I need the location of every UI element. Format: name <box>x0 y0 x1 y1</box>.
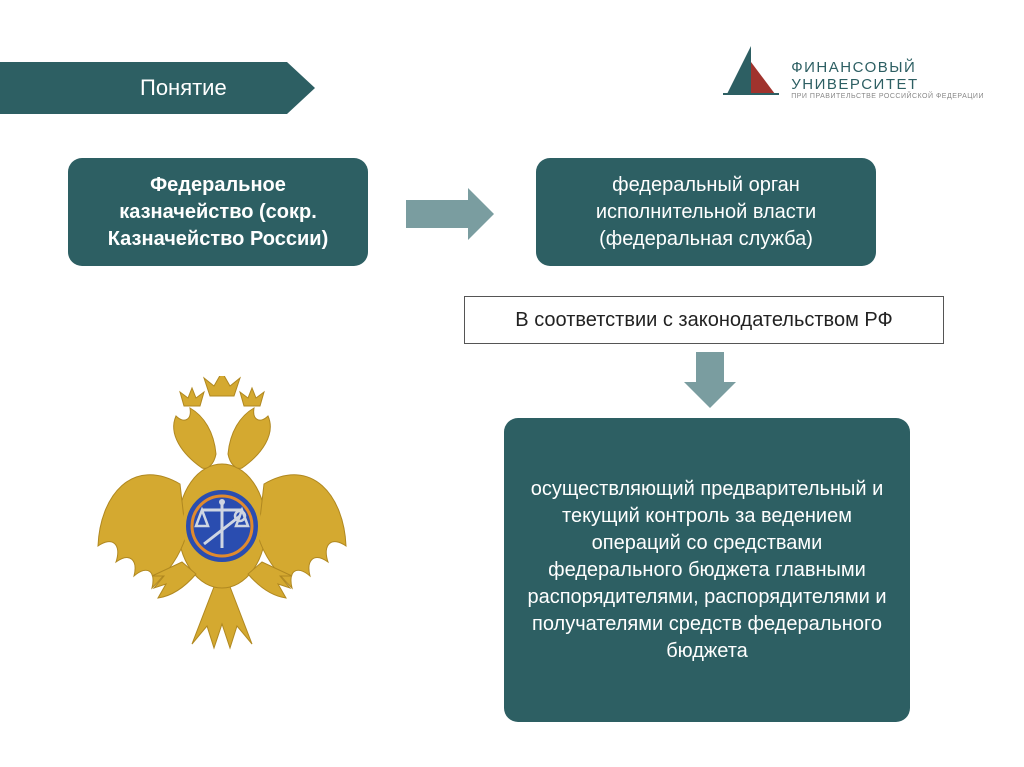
logo-text: ФИНАНСОВЫЙ УНИВЕРСИТЕТ ПРИ ПРАВИТЕЛЬСТВЕ… <box>791 59 984 100</box>
logo-subtitle: ПРИ ПРАВИТЕЛЬСТВЕ РОССИЙСКОЙ ФЕДЕРАЦИИ <box>791 93 984 100</box>
arrow-right-icon <box>406 188 494 240</box>
header-banner: Понятие <box>0 62 315 114</box>
university-logo: ФИНАНСОВЫЙ УНИВЕРСИТЕТ ПРИ ПРАВИТЕЛЬСТВЕ… <box>721 40 984 100</box>
node-executive-body: федеральный орган исполнительной власти … <box>536 158 876 266</box>
treasury-emblem-icon <box>92 376 352 656</box>
node-control-description: осуществляющий предварительный и текущий… <box>504 418 910 722</box>
logo-line-2: УНИВЕРСИТЕТ <box>791 76 984 93</box>
logo-line-1: ФИНАНСОВЫЙ <box>791 59 984 76</box>
logo-icon <box>721 40 781 100</box>
node-legislation: В соответствии с законодательством РФ <box>464 296 944 344</box>
header-arrow-tip <box>287 62 315 114</box>
arrow-down-icon <box>684 352 736 408</box>
header-title: Понятие <box>0 62 287 114</box>
node-federal-treasury: Федеральное казначейство (сокр. Казначей… <box>68 158 368 266</box>
